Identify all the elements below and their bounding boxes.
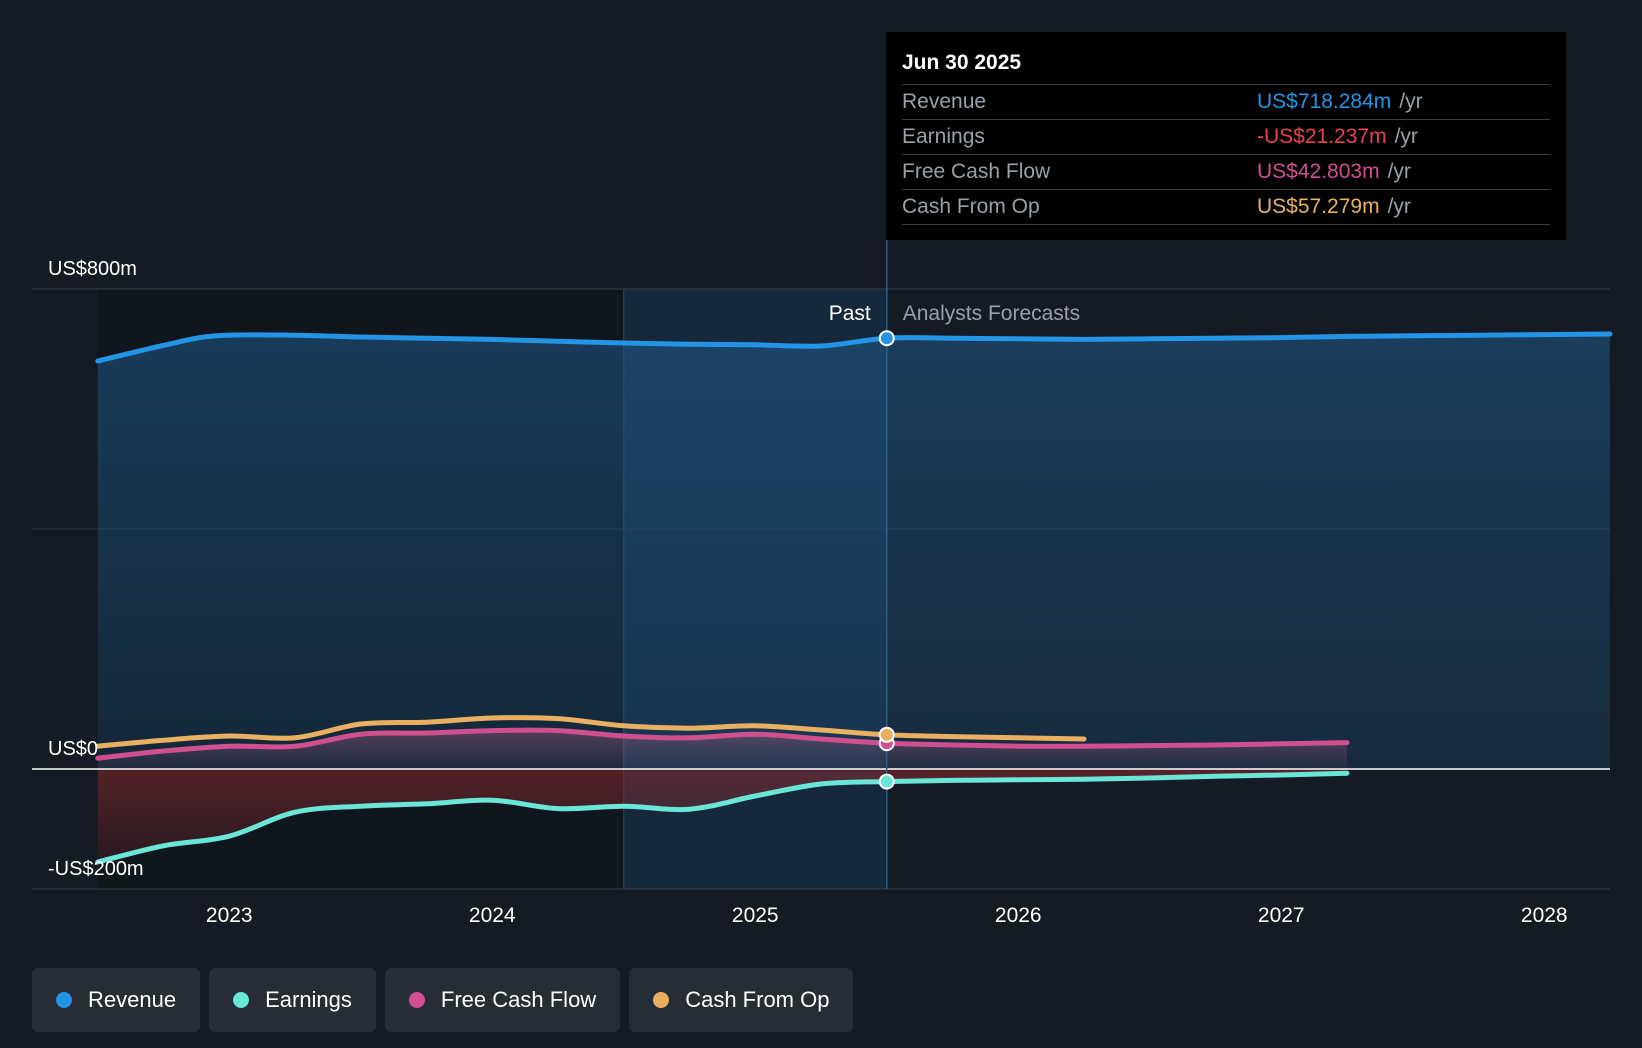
- marker-revenue: [878, 330, 895, 347]
- tooltip-label: Earnings: [902, 125, 985, 148]
- legend-label: Revenue: [88, 987, 177, 1012]
- legend-label: Free Cash Flow: [440, 987, 597, 1012]
- x-tick-label: 2025: [732, 904, 779, 927]
- legend-label: Cash From Op: [685, 987, 830, 1012]
- tooltip-row: Earnings -US$21.237m/yr: [902, 119, 1550, 154]
- x-tick-label: 2028: [1521, 904, 1568, 927]
- legend-dot-icon: [56, 992, 72, 1008]
- series-line-cash-from-op: [95, 715, 1087, 749]
- tooltip-label: Revenue: [902, 90, 987, 113]
- tooltip-unit: /yr: [1394, 125, 1418, 148]
- series-line-revenue: [95, 331, 1613, 364]
- tooltip-label: Cash From Op: [902, 195, 1040, 218]
- tooltip-value: US$718.284m: [1257, 90, 1392, 113]
- tooltip-unit: /yr: [1387, 195, 1411, 218]
- tooltip-value: US$42.803m: [1257, 160, 1380, 183]
- y-tick-label: US$800m: [48, 258, 137, 280]
- marker-cash-from-op: [878, 726, 895, 743]
- tooltip-row: Revenue US$718.284m/yr: [902, 84, 1550, 119]
- y-tick-label: -US$200m: [48, 858, 144, 880]
- tooltip-unit: /yr: [1387, 160, 1411, 183]
- tooltip-label: Free Cash Flow: [902, 160, 1051, 183]
- legend-item-free-cash-flow[interactable]: Free Cash Flow: [384, 968, 621, 1032]
- forecast-label: Analysts Forecasts: [903, 302, 1080, 325]
- series-line-earnings: [95, 770, 1350, 865]
- tooltip-row: Free Cash Flow US$42.803m/yr: [902, 154, 1550, 189]
- x-tick-label: 2023: [206, 904, 253, 927]
- x-tick-label: 2024: [469, 904, 516, 927]
- tooltip-value: -US$21.237m: [1257, 125, 1387, 148]
- earnings-area: [97, 769, 1347, 862]
- past-label: Past: [829, 302, 871, 325]
- legend-item-revenue[interactable]: Revenue: [32, 968, 201, 1032]
- legend-label: Earnings: [265, 987, 352, 1012]
- legend-dot-icon: [653, 992, 670, 1008]
- y-tick-label: US$0: [48, 738, 98, 760]
- legend-dot-icon: [408, 992, 425, 1008]
- x-tick-label: 2027: [1258, 904, 1305, 927]
- tooltip-value: US$57.279m: [1257, 195, 1380, 218]
- tooltip-unit: /yr: [1399, 90, 1423, 113]
- chart-legend: Revenue Earnings Free Cash Flow Cash From O…: [32, 968, 854, 1032]
- chart-tooltip: Jun 30 2025 Revenue US$718.284m/yr Earning…: [886, 32, 1566, 240]
- legend-item-cash-from-op[interactable]: Cash From Op: [629, 968, 854, 1032]
- legend-item-earnings[interactable]: Earnings: [209, 968, 376, 1032]
- marker-earnings: [878, 773, 895, 790]
- x-tick-label: 2026: [995, 904, 1042, 927]
- tooltip-date: Jun 30 2025: [902, 51, 1022, 74]
- fcf-area: [97, 730, 1347, 769]
- revenue-area: [97, 334, 1610, 769]
- series-line-free-cash-flow: [95, 727, 1350, 761]
- tooltip-row: Cash From Op US$57.279m/yr: [902, 189, 1550, 225]
- legend-dot-icon: [233, 992, 250, 1008]
